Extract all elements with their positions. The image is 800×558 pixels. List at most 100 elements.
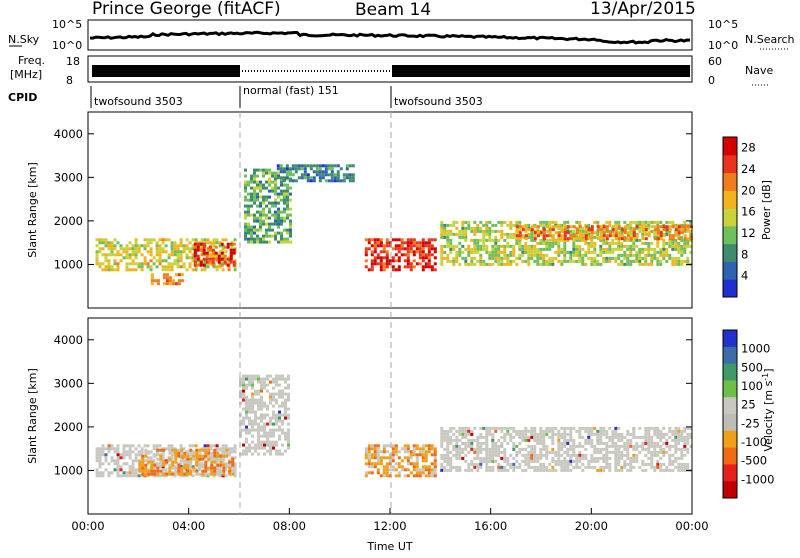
heatmap-cell <box>104 468 108 472</box>
heatmap-cell <box>569 435 573 439</box>
heatmap-cell <box>125 450 129 454</box>
heatmap-cell <box>581 229 585 233</box>
heatmap-cell <box>138 469 142 473</box>
heatmap-cell <box>164 244 168 248</box>
heatmap-cell <box>424 459 428 463</box>
heatmap-cell <box>312 176 316 180</box>
heatmap-cell <box>242 377 245 381</box>
heatmap-cell <box>179 253 183 257</box>
heatmap-cell <box>271 174 274 178</box>
heatmap-cell <box>596 262 600 266</box>
heatmap-cell <box>446 229 450 233</box>
heatmap-cell <box>503 262 507 266</box>
heatmap-cell <box>602 441 606 445</box>
heatmap-cell <box>391 465 395 469</box>
heatmap-cell <box>266 407 269 411</box>
heatmap-cell <box>590 231 594 235</box>
heatmap-cell <box>262 207 265 211</box>
heatmap-cell <box>143 444 147 448</box>
heatmap-cell <box>614 228 618 232</box>
heatmap-cell <box>275 398 278 402</box>
heatmap-cell <box>286 186 289 190</box>
heatmap-cell <box>452 244 456 248</box>
heatmap-cell <box>312 170 316 174</box>
heatmap-cell <box>259 240 262 244</box>
heatmap-cell <box>443 456 447 460</box>
heatmap-cell <box>572 229 576 233</box>
y-tick-label: 1000 <box>54 257 83 271</box>
heatmap-cell <box>518 450 522 454</box>
heatmap-cell <box>578 456 582 460</box>
heatmap-cell <box>278 410 281 414</box>
heatmap-cell <box>581 247 585 251</box>
heatmap-cell <box>485 232 489 236</box>
heatmap-cell <box>557 432 561 436</box>
heatmap-cell <box>315 170 319 174</box>
heatmap-cell <box>281 452 284 456</box>
heatmap-cell <box>656 465 660 469</box>
heatmap-cell <box>509 453 513 457</box>
heatmap-cell <box>195 457 199 461</box>
heatmap-cell <box>150 279 154 283</box>
heatmap-cell <box>125 256 129 260</box>
heatmap-cell <box>253 171 256 175</box>
heatmap-cell <box>467 465 471 469</box>
heatmap-cell <box>464 226 468 230</box>
heatmap-cell <box>245 395 248 399</box>
heatmap-cell <box>221 474 225 478</box>
heatmap-cell <box>336 173 340 177</box>
heatmap-cell <box>242 416 245 420</box>
heatmap-cell <box>244 168 247 172</box>
heatmap-cell <box>274 198 277 202</box>
heatmap-cell <box>289 240 292 244</box>
heatmap-cell <box>391 447 395 451</box>
heatmap-cell <box>521 253 525 257</box>
heatmap-cell <box>518 244 522 248</box>
heatmap-cell <box>548 234 552 238</box>
heatmap-cell <box>427 259 431 263</box>
heatmap-cell <box>584 253 588 257</box>
heatmap-cell <box>254 398 257 402</box>
heatmap-cell <box>650 450 654 454</box>
heatmap-cell <box>222 469 226 473</box>
heatmap-cell <box>104 244 108 248</box>
heatmap-cell <box>620 228 624 232</box>
heatmap-cell <box>665 228 669 232</box>
heatmap-cell <box>312 179 316 183</box>
heatmap-cell <box>283 240 286 244</box>
heatmap-cell <box>686 462 690 466</box>
heatmap-cell <box>581 256 585 260</box>
heatmap-cell <box>515 256 519 260</box>
heatmap-cell <box>406 247 410 251</box>
heatmap-cell <box>191 268 195 272</box>
heatmap-cell <box>183 466 187 470</box>
heatmap-cell <box>199 248 203 252</box>
heatmap-cell <box>644 468 648 472</box>
heatmap-cell <box>131 468 135 472</box>
heatmap-cell <box>247 198 250 202</box>
heatmap-cell <box>557 429 561 433</box>
heatmap-cell <box>101 247 105 251</box>
heatmap-cell <box>268 180 271 184</box>
heatmap-cell <box>188 256 192 260</box>
heatmap-cell <box>143 259 147 263</box>
colorbar-tick-label: 28 <box>741 141 756 155</box>
heatmap-cell <box>641 435 645 439</box>
heatmap-cell <box>247 240 250 244</box>
heatmap-cell <box>560 462 564 466</box>
colorbar-swatch <box>723 414 737 432</box>
heatmap-cell <box>566 220 570 224</box>
heatmap-cell <box>677 247 681 251</box>
heatmap-cell <box>596 225 600 229</box>
heatmap-cell <box>569 253 573 257</box>
heatmap-cell <box>231 472 235 476</box>
heatmap-cell <box>524 438 528 442</box>
heatmap-cell <box>551 429 555 433</box>
heatmap-cell <box>256 192 259 196</box>
heatmap-cell <box>599 450 603 454</box>
heatmap-cell <box>584 426 588 430</box>
heatmap-cell <box>584 465 588 469</box>
nsky-label: N.Sky <box>8 33 40 46</box>
heatmap-cell <box>370 259 374 263</box>
heatmap-cell <box>242 449 245 453</box>
